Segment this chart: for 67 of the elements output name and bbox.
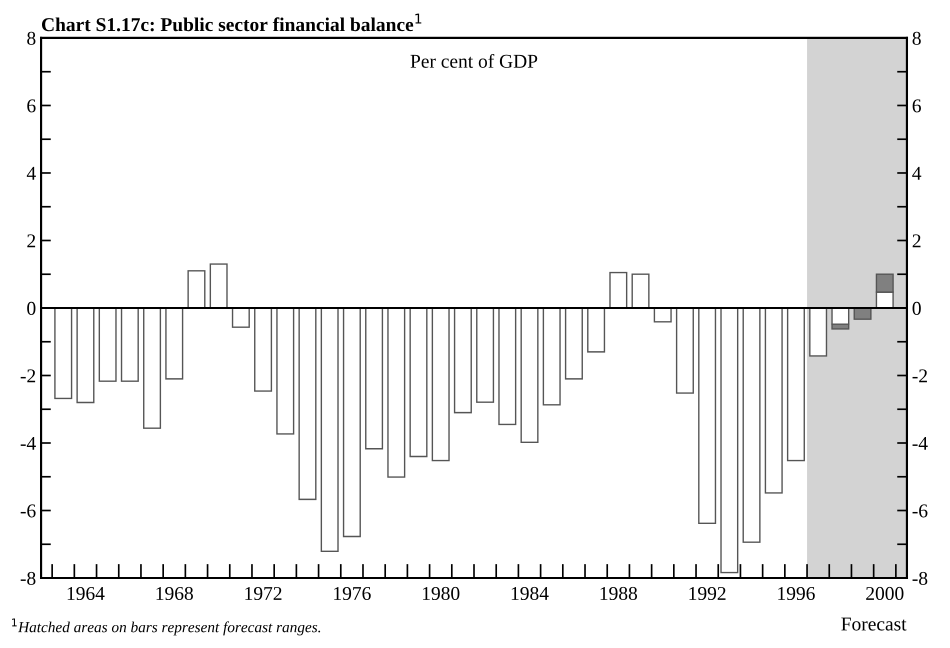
chart-title: Chart S1.17c: Public sector financial balance$^{1}$ [42,14,422,32]
x-tick-label: 1992 [689,586,726,600]
x-tick-label: 1984 [512,586,549,600]
bar [498,307,516,426]
y2-tick-label: 2 [912,234,920,248]
y-tick-label: -6 [20,504,36,518]
y2-tick-label: -2 [912,369,927,382]
bar [454,307,472,414]
x-tick-label: 1996 [778,586,815,600]
bar [632,274,650,309]
bar [342,307,361,538]
x-tick-label: 1988 [600,586,638,600]
bar [698,307,716,524]
y-tick-label: 4 [26,166,36,180]
bar [676,307,694,394]
y-tick-label: -8 [20,572,36,585]
bar [764,307,783,494]
bar [564,307,583,380]
bar [276,307,294,435]
y-tick-label: 8 [27,32,36,45]
y2-tick-label: -8 [912,572,928,585]
bar [609,272,628,309]
y2-tick-label: -6 [912,504,928,518]
x-tick-label: 1980 [422,586,460,600]
text: $^{1}$Hatched areas on bars represent forecast ranges. [12,618,320,636]
bar [120,307,139,382]
x-tick-label: 1968 [156,586,193,600]
bar [232,307,250,328]
x-tick-label: 2000 [866,586,904,600]
y2-tick-label: -4 [912,436,928,450]
y-tick-label: -2 [20,369,36,382]
bar [54,307,72,400]
x-tick-label: 1964 [68,586,105,600]
y-tick-label: 0 [27,302,36,315]
bar [320,307,339,552]
bar [76,307,94,404]
bar [520,307,539,444]
bar [98,307,117,382]
x-tick-label: 1972 [245,586,282,600]
bar [187,270,206,309]
y-tick-label: -4 [20,436,36,450]
bar [542,307,561,406]
bar [476,307,494,403]
y2-tick-label: 8 [912,32,921,45]
bar [654,307,672,323]
bar [809,307,828,357]
bar [254,307,272,392]
bar [165,307,184,380]
annotation: Per cent of GDP [410,54,538,68]
y2-tick-label: 6 [912,99,921,112]
bar [432,307,450,462]
bar [786,307,805,462]
bar [387,307,406,478]
bar [720,307,738,574]
bar [409,307,428,458]
bar [365,307,384,450]
bar [143,307,162,429]
band-label: Forecast [841,618,906,631]
bar [298,307,316,500]
y2-tick-label: 4 [912,166,922,180]
y2-tick-label: 0 [912,302,921,315]
bar [587,307,606,353]
x-tick-label: 1976 [334,586,371,600]
y-tick-label: 2 [27,234,36,248]
y-tick-label: 6 [27,99,36,112]
bar [742,307,761,543]
bar [210,263,228,309]
